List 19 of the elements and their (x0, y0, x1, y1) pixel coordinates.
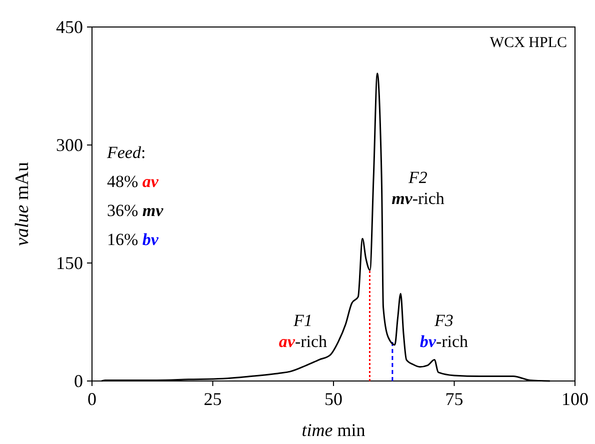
annotation: WCX HPLC (490, 35, 567, 51)
x-tick-label: 0 (88, 389, 96, 409)
x-tick-label: 100 (562, 389, 588, 409)
y-axis-title: value mAu (12, 162, 33, 246)
x-tick-label: 75 (445, 389, 464, 409)
annotation: 36% mv (107, 201, 164, 220)
x-tick-label: 25 (204, 389, 222, 409)
x-tick-label: 50 (324, 389, 342, 409)
annotation: F1 av-rich (278, 311, 328, 351)
x-axis-title: time min (302, 420, 366, 440)
annotation: F3 bv-rich (420, 311, 469, 351)
annotation: Feed: (106, 143, 146, 162)
annotation: 16% bv (107, 230, 159, 249)
y-tick-label: 300 (56, 135, 83, 155)
annotation: 48% av (107, 172, 159, 191)
y-tick-label: 150 (56, 253, 83, 273)
y-tick-label: 450 (56, 17, 83, 37)
annotation: F2 mv-rich (392, 168, 445, 208)
y-tick-label: 0 (74, 371, 83, 391)
